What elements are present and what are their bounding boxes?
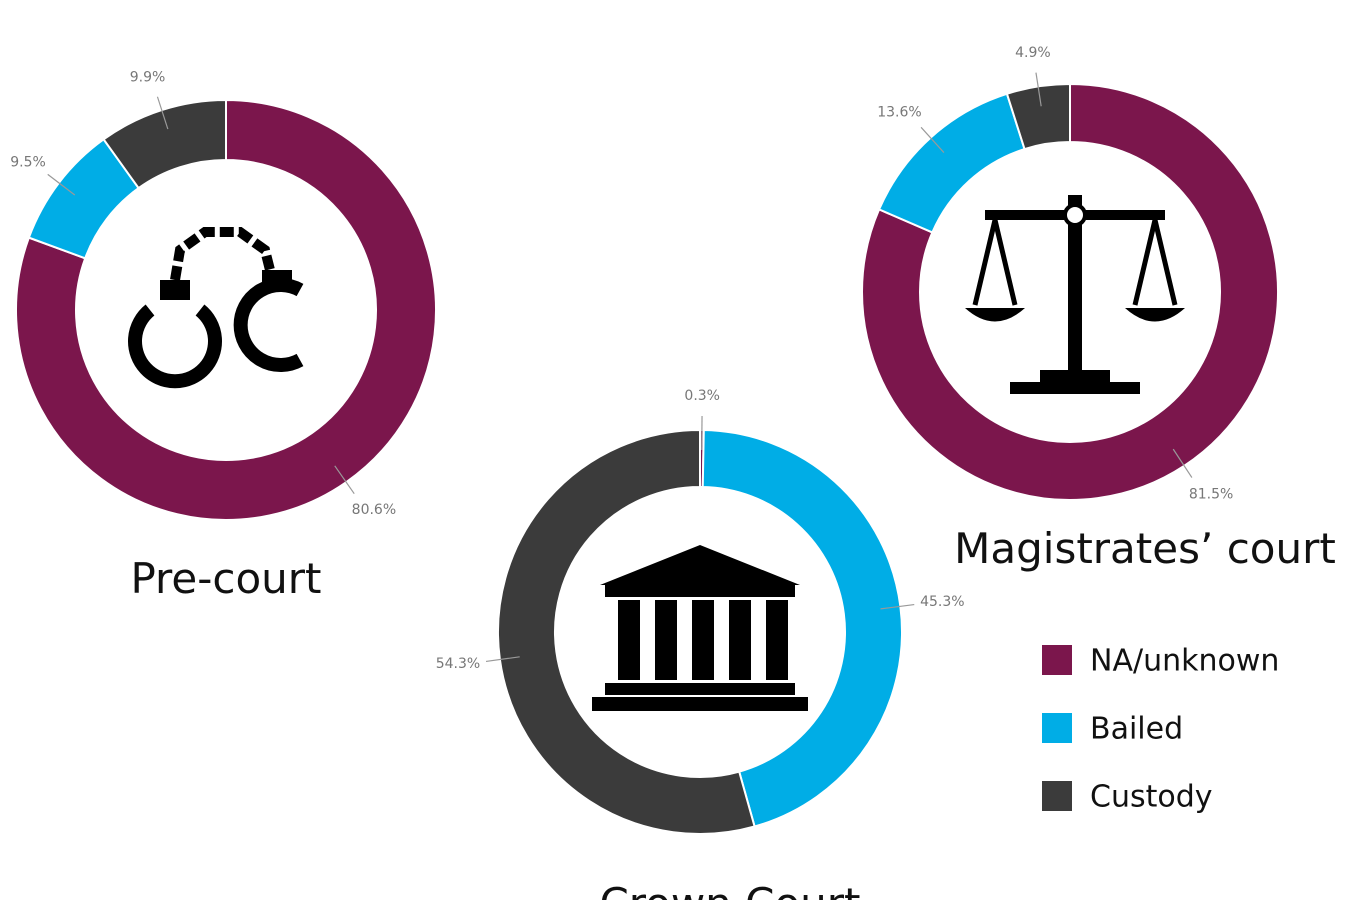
donut-segment — [701, 429, 903, 828]
value-label: 4.9% — [1015, 45, 1051, 61]
chart-title: Pre-court — [130, 554, 321, 603]
value-label: 45.3% — [920, 594, 964, 610]
scales-icon — [965, 195, 1185, 394]
leader-line — [156, 96, 169, 130]
legend-label: Bailed — [1090, 712, 1183, 747]
legend-swatch — [1042, 645, 1072, 675]
legend: NA/unknown Bailed Custody — [1042, 644, 1279, 815]
leader-line — [485, 656, 520, 663]
value-label: 9.9% — [130, 70, 166, 86]
donut-segment — [102, 98, 227, 190]
donut-segment — [497, 428, 756, 835]
value-label: 81.5% — [1189, 486, 1233, 502]
leader-line — [334, 465, 355, 495]
courthouse-icon — [592, 545, 808, 711]
value-label: 0.3% — [684, 388, 720, 404]
leader-line — [1035, 72, 1042, 107]
handcuffs-icon — [128, 227, 304, 389]
value-label: 13.6% — [877, 104, 921, 120]
value-label: 54.3% — [436, 656, 480, 672]
leader-line — [920, 126, 945, 153]
legend-label: NA/unknown — [1090, 644, 1279, 679]
value-label: 80.6% — [352, 502, 396, 518]
donut-chart: 0.3% 45.3% 54.3% Crown Court — [436, 388, 965, 900]
donut-chart: 80.6% 9.5% 9.9% Pre-court — [10, 70, 437, 603]
donut-segment — [861, 82, 1279, 501]
leader-line — [880, 603, 915, 610]
legend-swatch — [1042, 713, 1072, 743]
donut-segment — [15, 98, 437, 521]
chart-title: Magistrates’ court — [954, 524, 1336, 573]
leader-line — [1172, 448, 1193, 478]
leader-line — [47, 173, 76, 196]
legend-label: Custody — [1090, 780, 1213, 815]
chart-title: Crown Court — [599, 879, 860, 900]
legend-swatch — [1042, 781, 1072, 811]
donut-segment — [1005, 82, 1071, 151]
value-label: 9.5% — [10, 154, 46, 170]
donut-chart: 81.5% 13.6% 4.9% Magistrates’ court — [861, 45, 1336, 573]
